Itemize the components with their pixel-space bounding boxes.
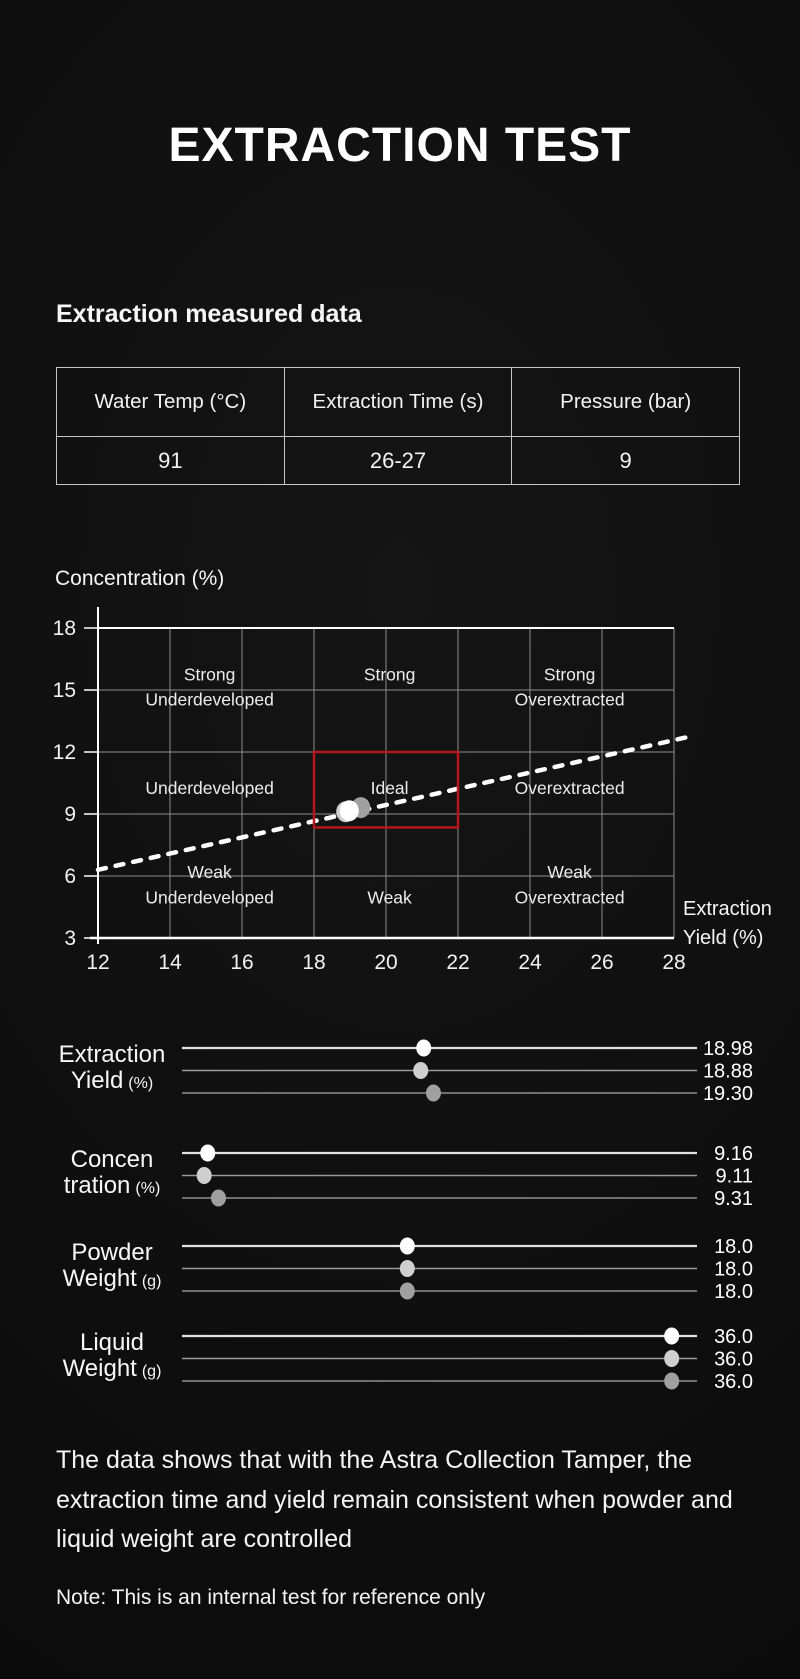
zone-label: Underdeveloped [145,689,273,709]
x-tick-label: 14 [158,951,182,974]
run-value: 18.98 [703,1038,753,1060]
table-column-header: Water Temp (°C) [56,367,285,437]
table-cell: 91 [56,436,285,485]
x-axis-title-line1: Extraction [683,898,772,920]
group-label-unit: (g) [142,1273,162,1290]
run-value: 9.31 [714,1188,753,1210]
x-tick-label: 28 [662,951,685,974]
zone-label: Strong [364,665,416,685]
run-value: 36.0 [714,1349,753,1371]
trend-dashed-line [95,734,693,873]
group-label: Concen [71,1146,154,1173]
zone-label: Strong [544,665,596,685]
zone-label: Overextracted [515,888,625,908]
x-tick-label: 18 [302,951,325,974]
table-cell: 26-27 [283,436,513,485]
group-label: Extraction [59,1041,166,1068]
run-dot [399,1237,415,1255]
group-label: Weight (g) [63,1265,162,1292]
table-header-row: Water Temp (°C) Extraction Time (s) Pressu… [56,367,740,437]
measured-data-table: Water Temp (°C) Extraction Time (s) Pressu… [56,367,740,485]
conclusion-paragraph: The data shows that with the Astra Colle… [56,1446,733,1553]
y-tick-label: 6 [64,865,76,888]
run-value: 18.88 [703,1061,753,1083]
x-tick-label: 24 [518,951,542,974]
run-value: 36.0 [714,1371,753,1393]
group-label: Powder [71,1239,152,1266]
table-cell: 9 [511,436,740,485]
run-dot [664,1350,680,1367]
run-dot [196,1167,212,1184]
x-axis-title-line2: Yield (%) [683,927,763,949]
group-label-unit: (g) [142,1363,162,1380]
y-tick-label: 12 [53,741,76,764]
run-dot [416,1039,432,1057]
zone-label: Weak [367,888,412,908]
x-tick-label: 16 [230,951,253,974]
x-tick-label: 22 [446,951,469,974]
zone-label: Underdeveloped [145,888,273,908]
section-heading: Extraction measured data [56,300,362,328]
run-value: 9.11 [716,1166,753,1188]
run-dot [210,1189,226,1207]
footnote: Note: This is an internal test for refer… [56,1586,486,1609]
group-label: Liquid [80,1329,144,1356]
run-value: 19.30 [703,1083,753,1105]
y-tick-label: 3 [64,927,76,950]
zone-label: Overextracted [515,689,625,709]
x-tick-label: 26 [590,951,613,974]
group-label: tration (%) [64,1172,161,1199]
zone-label: Overextracted [515,778,625,798]
y-tick-label: 9 [64,803,76,826]
extraction-scatter-chart: 3 6 9 12 15 18 12 14 16 18 20 22 24 26 28 Concentration… [53,567,772,974]
x-tick-label: 12 [86,951,109,974]
zone-label: Weak [547,862,592,882]
run-dot [664,1327,680,1345]
run-dot [399,1260,415,1277]
y-tick-label: 18 [53,617,76,640]
group-label: Yield (%) [71,1067,153,1094]
group-label-unit: (%) [135,1180,160,1197]
run-dot [399,1282,415,1300]
run-dot [425,1084,441,1102]
group-label-unit: (%) [128,1075,153,1092]
run-value: 36.0 [714,1326,753,1348]
x-tick-label: 20 [374,951,397,974]
run-dot [413,1062,429,1079]
group-label: Weight (g) [63,1355,162,1382]
table-column-header: Extraction Time (s) [283,367,513,437]
run-value: 18.0 [714,1236,753,1258]
table-row: 91 26-27 9 [56,436,740,485]
data-point [339,800,359,822]
y-tick-label: 15 [53,679,76,702]
page-title: EXTRACTION TEST [168,119,632,172]
zone-label: Ideal [371,778,409,798]
run-value: 9.16 [714,1143,753,1165]
run-dot [200,1144,216,1162]
ideal-zone-box [312,750,460,829]
zone-label: Underdeveloped [145,778,273,798]
run-value: 18.0 [714,1281,753,1303]
table-column-header: Pressure (bar) [511,367,740,437]
zone-label: Weak [187,862,232,882]
y-axis-title: Concentration (%) [55,567,224,590]
zone-label: Strong [184,665,236,685]
run-dot [664,1372,680,1390]
run-value: 18.0 [714,1259,753,1281]
